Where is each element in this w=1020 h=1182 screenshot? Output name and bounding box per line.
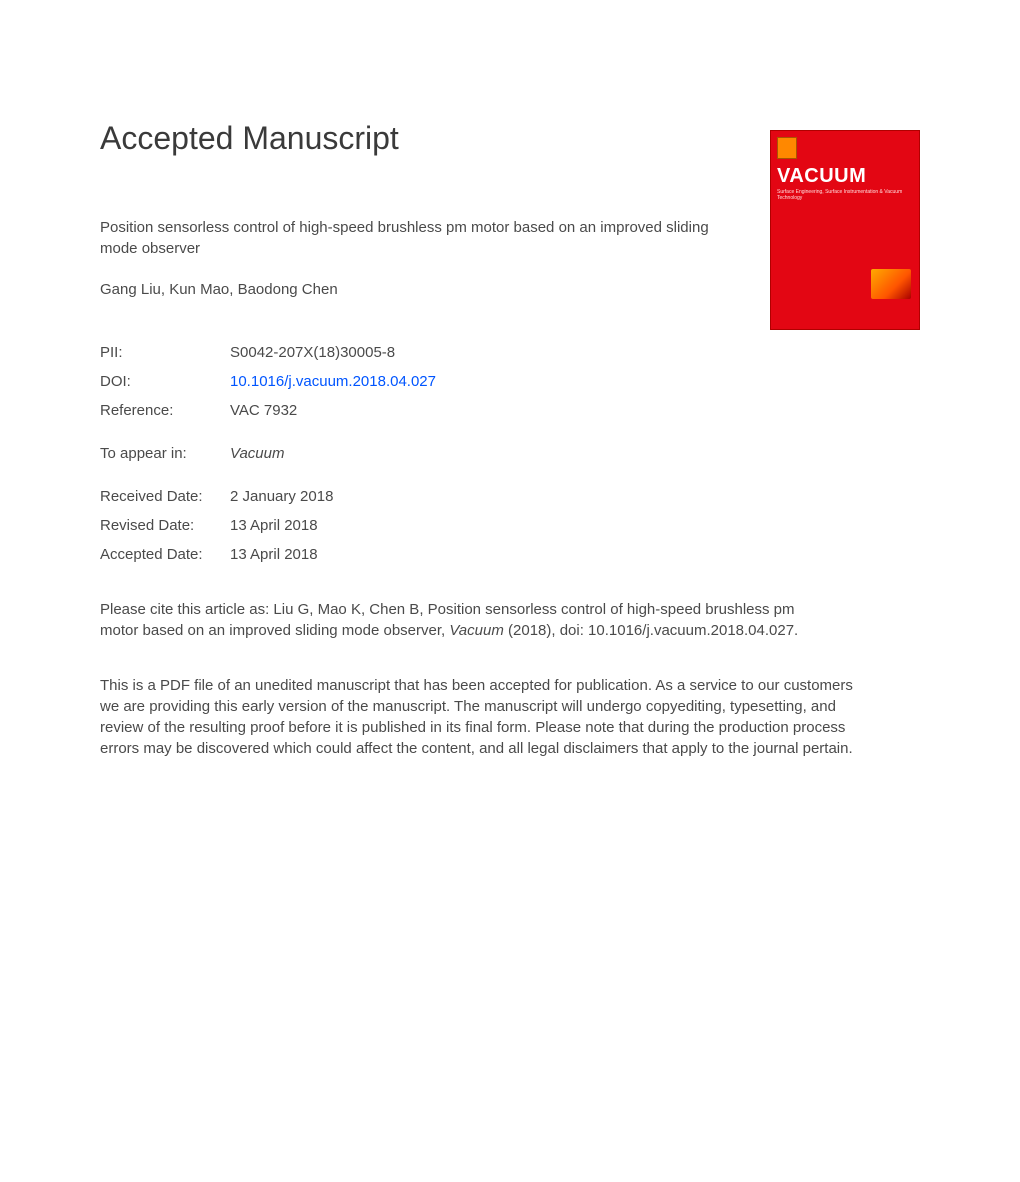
- doi-link[interactable]: 10.1016/j.vacuum.2018.04.027: [230, 373, 436, 390]
- citation-journal: Vacuum: [449, 622, 503, 639]
- meta-row-accepted: Accepted Date: 13 April 2018: [100, 540, 436, 569]
- appear-value: Vacuum: [230, 439, 436, 468]
- article-title: Position sensorless control of high-spee…: [100, 217, 740, 259]
- reference-value: VAC 7932: [230, 396, 436, 425]
- journal-cover: VACUUM Surface Engineering, Surface Inst…: [770, 130, 920, 330]
- cover-journal-name: VACUUM: [777, 165, 913, 188]
- received-label: Received Date:: [100, 482, 230, 511]
- pii-label: PII:: [100, 338, 230, 367]
- revised-label: Revised Date:: [100, 511, 230, 540]
- cover-tagline: Surface Engineering, Surface Instrumenta…: [777, 190, 913, 201]
- cover-thumbnail-icon: [871, 269, 911, 299]
- pii-value: S0042-207X(18)30005-8: [230, 338, 436, 367]
- meta-row-doi: DOI: 10.1016/j.vacuum.2018.04.027: [100, 367, 436, 396]
- accepted-value: 13 April 2018: [230, 540, 436, 569]
- meta-row-reference: Reference: VAC 7932: [100, 396, 436, 425]
- citation-suffix: (2018), doi: 10.1016/j.vacuum.2018.04.02…: [504, 622, 798, 639]
- metadata-table: PII: S0042-207X(18)30005-8 DOI: 10.1016/…: [100, 338, 436, 569]
- appear-label: To appear in:: [100, 439, 230, 468]
- doi-label: DOI:: [100, 367, 230, 396]
- reference-label: Reference:: [100, 396, 230, 425]
- publisher-logo-icon: [777, 137, 797, 159]
- received-value: 2 January 2018: [230, 482, 436, 511]
- revised-value: 13 April 2018: [230, 511, 436, 540]
- meta-row-received: Received Date: 2 January 2018: [100, 482, 436, 511]
- disclaimer-text: This is a PDF file of an unedited manusc…: [100, 675, 860, 759]
- accepted-label: Accepted Date:: [100, 540, 230, 569]
- meta-row-revised: Revised Date: 13 April 2018: [100, 511, 436, 540]
- meta-row-appear: To appear in: Vacuum: [100, 439, 436, 468]
- citation-text: Please cite this article as: Liu G, Mao …: [100, 599, 820, 641]
- meta-row-pii: PII: S0042-207X(18)30005-8: [100, 338, 436, 367]
